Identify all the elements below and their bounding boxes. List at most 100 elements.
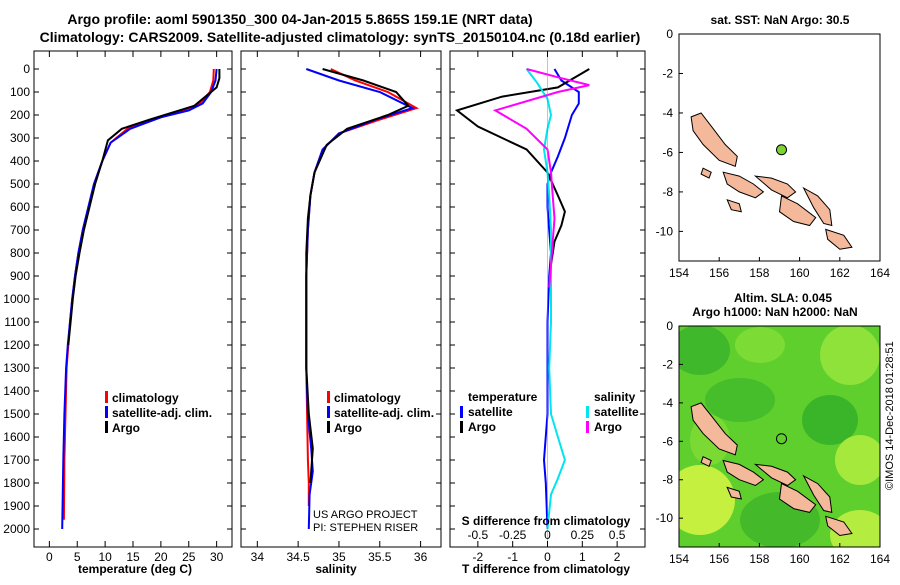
island-5 [802,186,833,227]
temperature-x-ticks: 0 5 10 15 20 25 30 [34,51,232,564]
sst-map-title: sat. SST: NaN Argo: 30.5 [711,13,850,27]
depth-tick-label: 1500 [3,407,30,421]
depth-tick-label: 900 [10,269,30,283]
sla-cell-1 [679,326,730,375]
temperature-x-tick-label: 10 [98,550,112,564]
salinity-diff-tick-labels: -0.5 -0.25 0 0.25 0.5 [468,528,626,542]
legend-s-argo-label: Argo [594,420,622,434]
legend-satellite-label: satellite-adj. clim. [112,406,212,420]
island-5 [802,474,833,514]
sla-map-frame [678,325,881,548]
sla-cell-7 [679,465,735,535]
island-3 [753,463,797,487]
sla_map-lat-tick-label: -2 [662,357,673,371]
sla_map-lat-tick-label: -6 [662,434,673,448]
imos-stamp: ©IMOS 14-Dec-2018 01:28:51 [884,341,896,490]
sla_map-lon-tick-label: 162 [830,552,850,566]
difference-x-tick-label: 2 [614,550,621,564]
sla-cell-3 [820,326,880,385]
temperature-series-satellite-adj-clim- [61,68,218,530]
sst_map-lon-tick-label: 154 [669,266,689,280]
depth-tick-label: 1600 [3,430,30,444]
salinity-x-tick-label: 34.5 [286,550,310,564]
island-3 [753,175,797,199]
sst_map-lat-tick-label: -6 [662,145,673,159]
salinity-diff-tick-label: 0.5 [609,528,626,542]
sal-legend-argo-label: Argo [334,421,362,435]
island-4 [778,482,817,513]
legend-satellite-marker [105,406,108,418]
depth-tick-label: 1200 [3,338,30,352]
depth-tick-label: 100 [10,85,30,99]
sst-argo-location-marker [776,144,788,156]
credit-project: US ARGO PROJECT [313,509,418,521]
difference-x-tick-label: -2 [473,550,484,564]
salinity-x-tick-label: 35.5 [368,550,392,564]
depth-tick-label: 0 [23,62,30,76]
legend-climatology-label: climatology [112,391,179,405]
legend-s-satellite-label: satellite [594,405,639,419]
difference-panel: -2 -1 0 1 2 -0.5 -0.25 0 0.25 0.5 S difference f… [449,50,646,576]
depth-tick-label: 400 [10,154,30,168]
legend-s-argo-marker [586,421,589,433]
temperature-axes-frame [33,50,233,548]
sla-cell-4 [705,378,775,422]
island-1 [690,402,738,456]
island-8 [700,456,712,467]
sst_map-lat-tick-label: -10 [656,224,674,238]
legend-s-satellite-marker [586,406,589,418]
sst-map-land [690,112,853,250]
sla_map-lon-tick-label: 154 [669,552,689,566]
difference-x-tick-label: 1 [579,550,586,564]
difference-legend: temperature satellite Argo salinity sate… [460,390,639,434]
sal-legend-satellite-label: satellite-adj. clim. [334,406,434,420]
salinity-diff-tick-label: 0.25 [571,528,595,542]
salinity-series-group [305,68,420,530]
sla_map-lon-tick-label: 156 [709,552,729,566]
sst_map-lon-tick-label: 156 [709,266,729,280]
salinity-diff-tick-label: -0.25 [499,528,527,542]
sla-map-title: Altim. SLA: 0.045 [734,291,832,305]
temperature-x-tick-label: 20 [154,550,168,564]
sst_map-lon-tick-label: 162 [830,266,850,280]
salinity-legend: climatology satellite-adj. clim. Argo [327,391,434,435]
salinity-axes-frame [240,50,442,548]
sla_map-lon-tick-label: 164 [870,552,890,566]
island-6 [825,228,853,250]
salinity-x-tick-label: 35 [332,550,346,564]
sal-legend-satellite-marker [327,406,330,418]
depth-tick-label: 1300 [3,361,30,375]
figure-title-line1: Argo profile: aoml 5901350_300 04-Jan-20… [67,11,532,27]
legend-argo-marker [105,421,108,433]
island-4 [778,195,817,227]
sst_map-lon-tick-label: 164 [870,266,890,280]
credit-pi: PI: STEPHEN RISER [313,522,418,534]
sst_map-lat-tick-label: -2 [662,66,673,80]
salinity-diff-tick-label: 0 [544,528,551,542]
sla-heatmap [679,326,880,547]
sal-legend-climatology-label: climatology [334,391,401,405]
legend-climatology-marker [105,391,108,403]
temperature-x-tick-label: 30 [210,550,224,564]
difference-x-tick-label: 0 [544,550,551,564]
sla_map-lon-tick-label: 160 [790,552,810,566]
depth-tick-label: 1700 [3,453,30,467]
temperature-x-tick-label: 25 [182,550,196,564]
s-difference-label: S difference from climatology [462,514,631,528]
legend-t-satellite-label: satellite [468,405,513,419]
sst-map-ticks: 154 156 158 160 162 164 0 -2 -4 -6 -8 -10 [656,27,891,280]
temperature-series-group [61,68,221,530]
sla-map-land [690,402,853,537]
salinity-x-tick-label: 34 [251,550,265,564]
sst_map-lon-tick-label: 160 [790,266,810,280]
sst-map-panel: sat. SST: NaN Argo: 30.5 154 156 158 160 162… [656,13,891,280]
depth-tick-label: 700 [10,223,30,237]
island-1 [690,112,738,167]
sla_map-lat-tick-label: -4 [662,396,673,410]
sst_map-lat-tick-label: 0 [666,27,673,41]
sst_map-lat-tick-label: -8 [662,185,673,199]
depth-tick-label: 600 [10,200,30,214]
legend-argo-label: Argo [112,421,140,435]
